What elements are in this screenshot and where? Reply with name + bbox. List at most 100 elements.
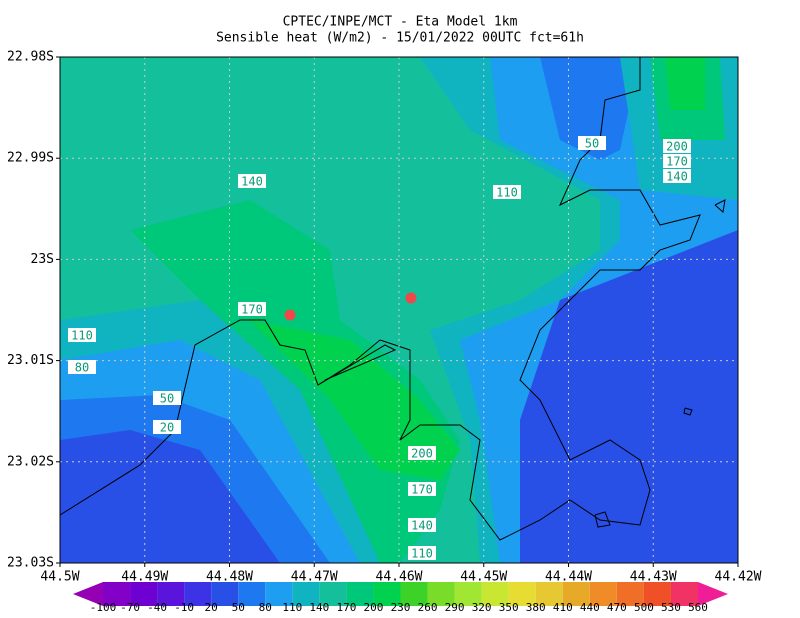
- x-tick-label: 44.5W: [40, 570, 79, 585]
- station-marker: [405, 292, 417, 304]
- colorbar-label: 380: [526, 601, 546, 614]
- field-band: [60, 430, 280, 563]
- contour-label-box: [153, 420, 181, 434]
- field-band: [130, 200, 460, 563]
- contour-label-box: [663, 154, 691, 168]
- x-tick-label: 44.48W: [206, 570, 253, 585]
- colorbar-box: [292, 582, 320, 606]
- contour-label: 110: [71, 329, 93, 343]
- colorbar-label: 410: [553, 601, 573, 614]
- colorbar-box: [562, 582, 590, 606]
- colorbar-box: [238, 582, 266, 606]
- contour-label-box: [493, 185, 521, 199]
- colorbar-box: [211, 582, 239, 606]
- station-marker: [284, 309, 296, 321]
- colorbar-box: [643, 582, 671, 606]
- colorbar-label: 110: [282, 601, 302, 614]
- colorbar-arrow: [73, 582, 103, 606]
- colorbar-label: 470: [607, 601, 627, 614]
- coastline-line: [594, 511, 611, 528]
- y-tick-label: 22.98S: [7, 50, 54, 65]
- grid: 44.5W 44.49W 44.48W 44.47W 44.46W 44.45W 44.44…: [7, 50, 762, 585]
- contour-label: 140: [411, 519, 433, 533]
- contour-label: 20: [160, 421, 174, 435]
- colorbar-arrow: [698, 582, 728, 606]
- contour-label: 110: [411, 547, 433, 561]
- y-tick-label: 23.02S: [7, 454, 54, 469]
- x-tick-label: 44.45W: [460, 570, 507, 585]
- colorbar-box: [184, 582, 212, 606]
- x-tick-label: 44.47W: [291, 570, 338, 585]
- colorbar-label: 560: [688, 601, 708, 614]
- colorbar-box: [103, 582, 131, 606]
- colorbar-box: [670, 582, 698, 606]
- colorbar-box: [157, 582, 185, 606]
- colorbar-box: [319, 582, 347, 606]
- x-tick-label: 44.46W: [376, 570, 423, 585]
- colorbar-label: 80: [259, 601, 272, 614]
- x-tick-label: 44.43W: [630, 570, 677, 585]
- colorbar-label: 20: [205, 601, 218, 614]
- colorbar-label: 50: [232, 601, 245, 614]
- colorbar-box: [373, 582, 401, 606]
- plot-frame: [59, 56, 739, 564]
- x-tick-label: 44.44W: [545, 570, 592, 585]
- colorbar-label: -10: [174, 601, 194, 614]
- colorbar-box: [508, 582, 536, 606]
- contour-label: 200: [411, 447, 433, 461]
- colorbar-label: 530: [661, 601, 681, 614]
- coastline-line: [59, 57, 701, 541]
- contour-label: 200: [666, 140, 688, 154]
- field-band: [250, 320, 460, 480]
- title: CPTEC/INPE/MCT - Eta Model 1km: [283, 15, 518, 30]
- contour-label-box: [153, 391, 181, 405]
- field-band: [665, 57, 705, 110]
- colorbar-label: -70: [120, 601, 140, 614]
- contour-label-box: [238, 174, 266, 188]
- colorbar-label: 260: [418, 601, 438, 614]
- contour-label-box: [578, 136, 606, 150]
- contour-label-box: [408, 546, 436, 560]
- contour-label: 50: [160, 392, 174, 406]
- colorbar-box: [427, 582, 455, 606]
- contour-label-box: [408, 446, 436, 460]
- colorbar-box: [400, 582, 428, 606]
- coastline-line: [317, 344, 397, 386]
- contour-label: 50: [585, 137, 599, 151]
- colorbar: -100 -70 -40 -10 20 50 80 110 140 170 200 230 260 290…: [73, 582, 728, 614]
- coastline: [59, 57, 726, 541]
- contour-label: 110: [496, 186, 518, 200]
- coastline-line: [714, 199, 726, 213]
- colorbar-label: -40: [147, 601, 167, 614]
- colorbar-label: 230: [391, 601, 411, 614]
- colorbar-label: 320: [472, 601, 492, 614]
- colorbar-box: [616, 582, 644, 606]
- colorbar-box: [589, 582, 617, 606]
- contour-label-box: [238, 302, 266, 316]
- colorbar-label: 440: [580, 601, 600, 614]
- x-tick-label: 44.42W: [715, 570, 762, 585]
- y-tick-label: 23.03S: [7, 556, 54, 571]
- contour-label: 170: [411, 483, 433, 497]
- colorbar-box: [130, 582, 158, 606]
- contour-label-box: [663, 169, 691, 183]
- y-tick-label: 23.01S: [7, 353, 54, 368]
- contour-label: 140: [666, 170, 688, 184]
- contour-label: 140: [241, 175, 263, 189]
- contour-label: 170: [666, 155, 688, 169]
- contour-label-box: [68, 360, 96, 374]
- contour-label-box: [408, 482, 436, 496]
- field-band: [520, 230, 738, 563]
- coastline-line: [683, 407, 693, 416]
- contour-label: 170: [241, 303, 263, 317]
- field-band: [440, 210, 560, 270]
- colorbar-label: 290: [445, 601, 465, 614]
- y-tick-label: 23S: [31, 252, 54, 267]
- contour-label-box: [663, 139, 691, 153]
- contour-label-box: [68, 328, 96, 342]
- colorbar-box: [535, 582, 563, 606]
- colorbar-label: 200: [364, 601, 384, 614]
- colorbar-label: -100: [90, 601, 117, 614]
